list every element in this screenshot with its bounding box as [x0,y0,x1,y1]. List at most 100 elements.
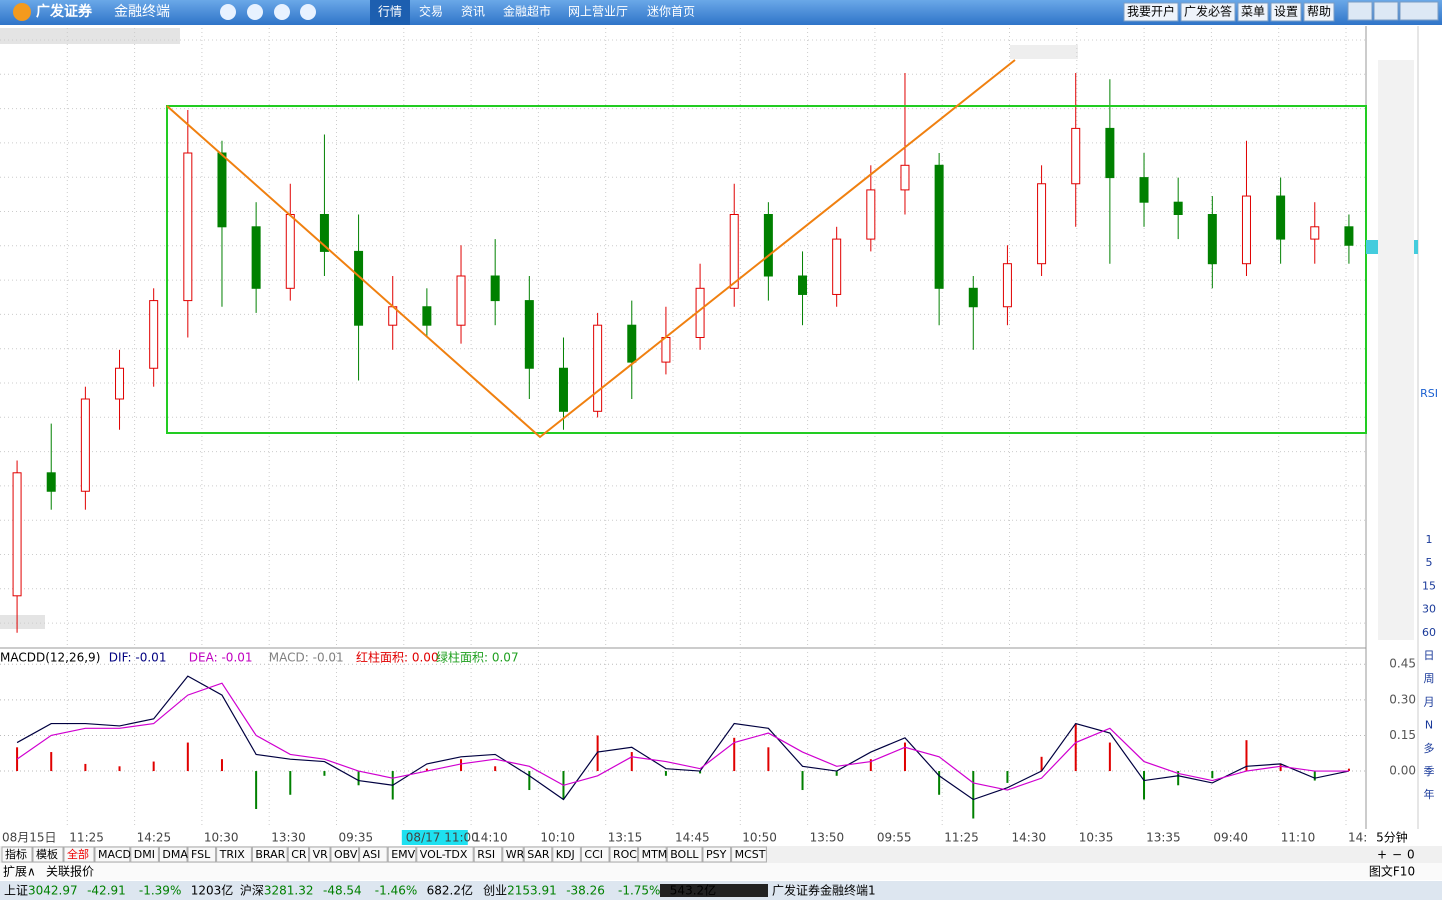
button-frame[interactable] [1237,2,1269,22]
sidebar-item[interactable]: 月 [1424,695,1435,708]
tab[interactable]: MACD [98,848,131,861]
f10-button[interactable]: 图文F10 [1369,864,1415,879]
tab-frame[interactable] [130,846,159,863]
tab-frame[interactable] [552,846,581,863]
sidebar-item[interactable]: 年 [1424,787,1435,801]
time-label: 10:30 [204,831,239,845]
menu-item[interactable]: 迷你首页 [647,5,695,19]
menu-item[interactable]: 网上营业厅 [568,5,628,19]
header-button[interactable]: 我要开户 [1127,4,1175,19]
tab-frame[interactable] [158,846,188,863]
blurred-label [0,615,45,629]
tab[interactable]: CR [291,848,307,861]
tab[interactable]: ASI [363,848,381,861]
tab[interactable]: BRAR [255,848,285,861]
zoom-button[interactable]: 0 [1407,848,1415,862]
time-label: 11:10 [1281,831,1316,845]
macd-bar [186,742,189,772]
macd-bar [255,771,258,810]
tab-frame[interactable] [416,846,474,863]
tab-frame[interactable] [1,846,33,863]
status-amount: 543.2亿 [670,883,716,898]
tab[interactable]: PSY [706,848,727,861]
tab[interactable]: OBV [334,848,358,861]
button-frame[interactable] [1180,2,1236,22]
tab[interactable]: EMV [391,848,415,861]
tab[interactable]: ROC [613,848,637,861]
tab[interactable]: WR [506,848,525,861]
sidebar-item[interactable]: 季 [1424,765,1435,778]
tab-frame[interactable] [359,846,388,863]
tab[interactable]: 全部 [67,847,89,861]
tab[interactable]: 模板 [36,847,58,861]
tab[interactable]: DMI [134,848,155,861]
sidebar-item[interactable]: 30 [1422,603,1436,616]
tab[interactable]: 指标 [5,847,27,861]
tab-frame[interactable] [309,846,331,863]
zoom-button[interactable]: − [1392,848,1402,862]
tab-frame[interactable] [523,846,553,863]
tab[interactable]: BOLL [670,848,699,861]
sidebar-item[interactable]: 15 [1422,579,1436,592]
tab[interactable]: VOL-TDX [420,848,468,861]
tab[interactable]: MTM [642,848,668,861]
header-button[interactable]: 帮助 [1307,5,1331,19]
tab-frame[interactable] [609,846,639,863]
tab-frame[interactable] [731,846,767,863]
tab-frame[interactable] [63,846,95,863]
tab-frame[interactable] [94,846,131,863]
tab[interactable]: TRIX [219,848,246,861]
tab-frame[interactable] [330,846,360,863]
tab-frame[interactable] [702,846,732,863]
tab[interactable]: VR [313,848,329,861]
header-button[interactable]: 菜单 [1241,5,1265,19]
sidebar-item[interactable]: 60 [1422,626,1436,639]
sidebar-item[interactable]: N [1425,719,1433,732]
tab-frame[interactable] [666,846,703,863]
tab-frame[interactable] [187,846,217,863]
tab[interactable]: KDJ [556,848,575,861]
tab[interactable]: DMA [162,848,188,861]
tab-frame[interactable] [251,846,288,863]
tab[interactable]: FSL [191,848,211,861]
sidebar-item[interactable]: 多 [1424,741,1435,755]
sidebar-item[interactable]: RSI [1420,387,1438,400]
ext-tab[interactable]: 关联报价 [46,864,94,879]
tab-frame[interactable] [387,846,417,863]
ext-tab[interactable]: 扩展∧ [3,865,36,879]
menu-item[interactable]: 金融超市 [503,4,551,19]
sidebar-item[interactable]: 1 [1426,533,1433,546]
tab-frame[interactable] [216,846,252,863]
candle-body [524,300,534,369]
button-frame[interactable] [1270,2,1302,22]
menu-item[interactable]: 资讯 [461,5,485,19]
header-button[interactable]: 设置 [1274,5,1298,19]
tab[interactable]: RSI [477,848,495,861]
menu-item[interactable]: 交易 [419,4,443,19]
menu-item[interactable]: 行情 [378,5,402,19]
button-frame[interactable] [1123,2,1179,22]
sidebar-item[interactable]: 5 [1426,556,1433,569]
header-button[interactable]: 广发必答 [1184,4,1232,19]
tab-frame[interactable] [287,846,310,863]
tab[interactable]: CCI [584,848,603,861]
sidebar-item[interactable]: 周 [1424,672,1435,685]
period[interactable]: 5分钟 [1376,830,1408,845]
time-label: 14:30 [1012,831,1047,845]
product: 金融终端 [114,4,170,20]
macd-bar [1245,740,1248,772]
tab-frame[interactable] [502,846,524,863]
tab-frame[interactable] [32,846,64,863]
window-controls[interactable] [1347,1,1439,21]
tab[interactable]: MCST [735,848,766,861]
macd-bar [1211,771,1214,779]
tab[interactable]: SAR [527,848,550,861]
sidebar-item[interactable]: 日 [1424,649,1435,662]
tab-frame[interactable] [473,846,503,863]
button-frame[interactable] [1303,2,1335,22]
zoom-button[interactable]: + [1377,848,1387,862]
tab-frame[interactable] [580,846,610,863]
logo: 广发证券 [36,3,93,20]
tab-frame[interactable] [638,846,667,863]
macd-legend: 红柱面积: 0.00 [356,650,439,665]
